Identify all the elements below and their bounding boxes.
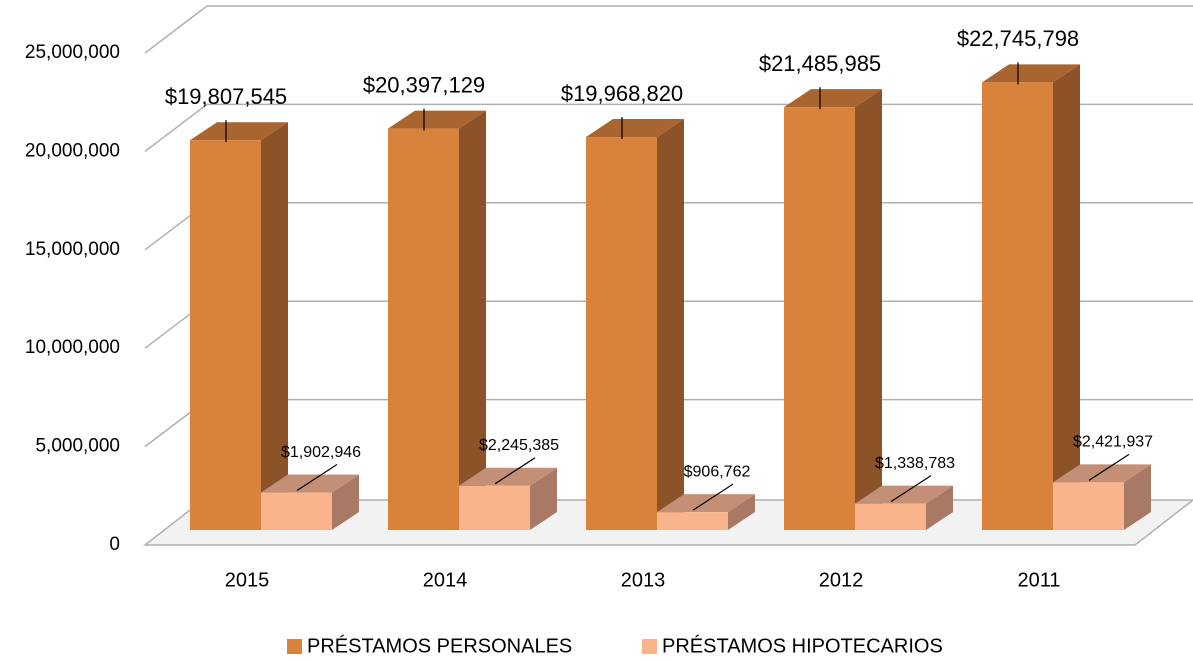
bar-side xyxy=(459,110,486,530)
bar-top xyxy=(784,89,882,108)
bar-top xyxy=(586,119,684,138)
bar-top xyxy=(1053,464,1151,483)
bar-top xyxy=(855,485,953,504)
bar-side xyxy=(1053,64,1080,530)
legend-label: PRÉSTAMOS PERSONALES xyxy=(307,634,572,657)
bar-side xyxy=(332,474,359,530)
grid-line xyxy=(144,5,1193,54)
bar xyxy=(388,128,459,530)
bar-top xyxy=(388,110,486,129)
bar xyxy=(1053,482,1124,530)
bar xyxy=(459,485,530,530)
legend-swatch xyxy=(642,639,657,654)
bar-side xyxy=(728,494,755,530)
bar xyxy=(586,137,657,531)
value-label: $906,762 xyxy=(684,463,751,480)
value-label: $22,745,798 xyxy=(957,26,1079,51)
legend-swatch xyxy=(287,639,302,654)
x-tick-label: 2013 xyxy=(621,569,666,591)
bar-side xyxy=(261,122,288,531)
y-tick-label: 0 xyxy=(109,534,120,555)
value-label: $20,397,129 xyxy=(363,72,485,97)
y-tick-label: 10,000,000 xyxy=(25,337,120,358)
y-tick-label: 25,000,000 xyxy=(25,42,120,63)
leader-line xyxy=(296,464,338,492)
bar xyxy=(784,107,855,530)
value-label: $1,902,946 xyxy=(281,444,361,461)
legend-label: PRÉSTAMOS HIPOTECARIOS xyxy=(662,634,943,657)
value-label: $19,968,820 xyxy=(561,81,683,106)
leader-line xyxy=(890,475,932,503)
bar-side xyxy=(530,467,557,530)
bar-top xyxy=(657,494,755,513)
leader-line xyxy=(692,483,734,511)
bar-side xyxy=(855,89,882,530)
bar-side xyxy=(1124,464,1151,530)
x-tick-label: 2015 xyxy=(225,569,270,591)
bar-top xyxy=(190,122,288,141)
leader-line xyxy=(494,457,536,485)
x-tick-label: 2011 xyxy=(1017,569,1060,591)
bar-top xyxy=(261,474,359,493)
value-label: $21,485,985 xyxy=(759,51,881,76)
y-tick-label: 5,000,000 xyxy=(35,436,120,457)
value-label: $1,338,783 xyxy=(875,455,955,472)
bar xyxy=(657,512,728,530)
bar xyxy=(982,82,1053,530)
bar-side xyxy=(657,119,684,531)
y-tick-label: 20,000,000 xyxy=(25,140,120,161)
y-tick-label: 15,000,000 xyxy=(25,239,120,260)
bar xyxy=(190,140,261,531)
bar-top xyxy=(982,64,1080,83)
bar xyxy=(261,492,332,530)
x-tick-label: 2012 xyxy=(819,569,864,591)
bar xyxy=(855,503,926,530)
x-tick-label: 2014 xyxy=(423,569,468,591)
bar-top xyxy=(459,467,557,486)
value-label: $2,245,385 xyxy=(479,437,559,454)
value-label: $2,421,937 xyxy=(1073,434,1153,451)
value-label: $19,807,545 xyxy=(165,84,287,109)
leader-line xyxy=(1088,453,1130,481)
bar-side xyxy=(926,485,953,530)
